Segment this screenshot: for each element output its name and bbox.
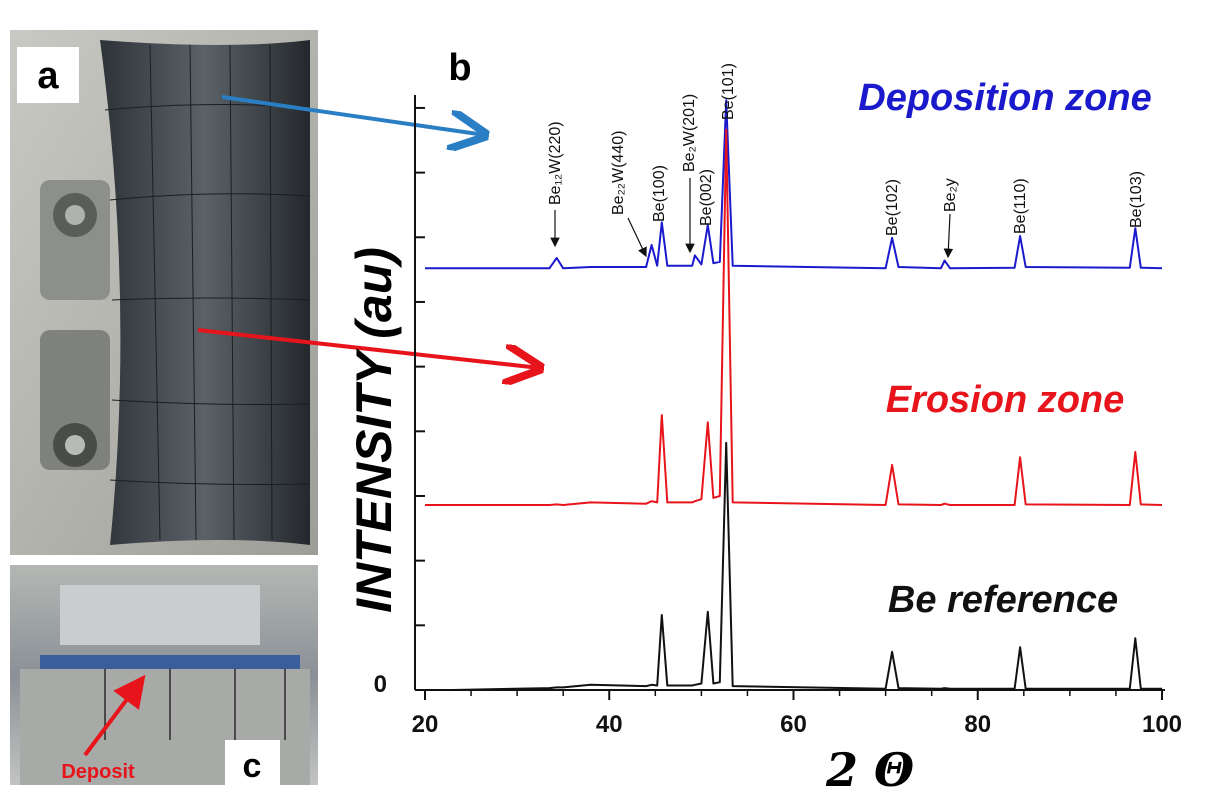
peak-label: Be(101) bbox=[720, 63, 737, 120]
x-tick-label: 100 bbox=[1142, 711, 1182, 738]
x-tick-label: 80 bbox=[964, 711, 991, 738]
panel-label: a bbox=[37, 55, 59, 97]
series-label: Deposition zone bbox=[858, 77, 1151, 119]
peak-label: Be₂W(201) bbox=[681, 94, 698, 172]
arrow bbox=[83, 674, 146, 757]
label-box bbox=[17, 47, 79, 103]
peak-label: Be(102) bbox=[884, 179, 901, 236]
series-label: Be reference bbox=[888, 579, 1118, 621]
panel-label: b bbox=[448, 47, 471, 89]
arrow bbox=[197, 328, 540, 368]
peak-label: Be(103) bbox=[1128, 171, 1145, 228]
x-tick-label: 40 bbox=[596, 711, 623, 738]
trace bbox=[425, 128, 1163, 506]
peak-label: Be₂₂W(440) bbox=[610, 131, 627, 215]
photo-a bbox=[10, 30, 318, 555]
peak-arrow bbox=[627, 217, 647, 258]
series-label: Erosion zone bbox=[886, 379, 1125, 421]
x-tick-label: 60 bbox=[780, 711, 807, 738]
photo-label: Deposit bbox=[61, 761, 135, 783]
y-tick-label: 0 bbox=[374, 671, 387, 698]
peak-label: Be₁₂W(220) bbox=[547, 121, 564, 205]
x-tick-label: 20 bbox=[412, 711, 439, 738]
peak-label: Be(100) bbox=[651, 165, 668, 222]
panel-label: c bbox=[243, 747, 262, 785]
peak-arrow bbox=[943, 213, 954, 259]
trace bbox=[425, 99, 1163, 270]
y-axis-label: INTENSITY (au) bbox=[346, 247, 402, 613]
arrow bbox=[221, 95, 485, 135]
label-box bbox=[225, 740, 280, 788]
x-axis-label: 2 Θ bbox=[825, 743, 914, 794]
trace bbox=[452, 441, 1162, 691]
peak-label: Be(110) bbox=[1012, 178, 1029, 234]
peak-label: Be(002) bbox=[698, 169, 715, 226]
peak-label: Be₂y bbox=[942, 178, 959, 212]
